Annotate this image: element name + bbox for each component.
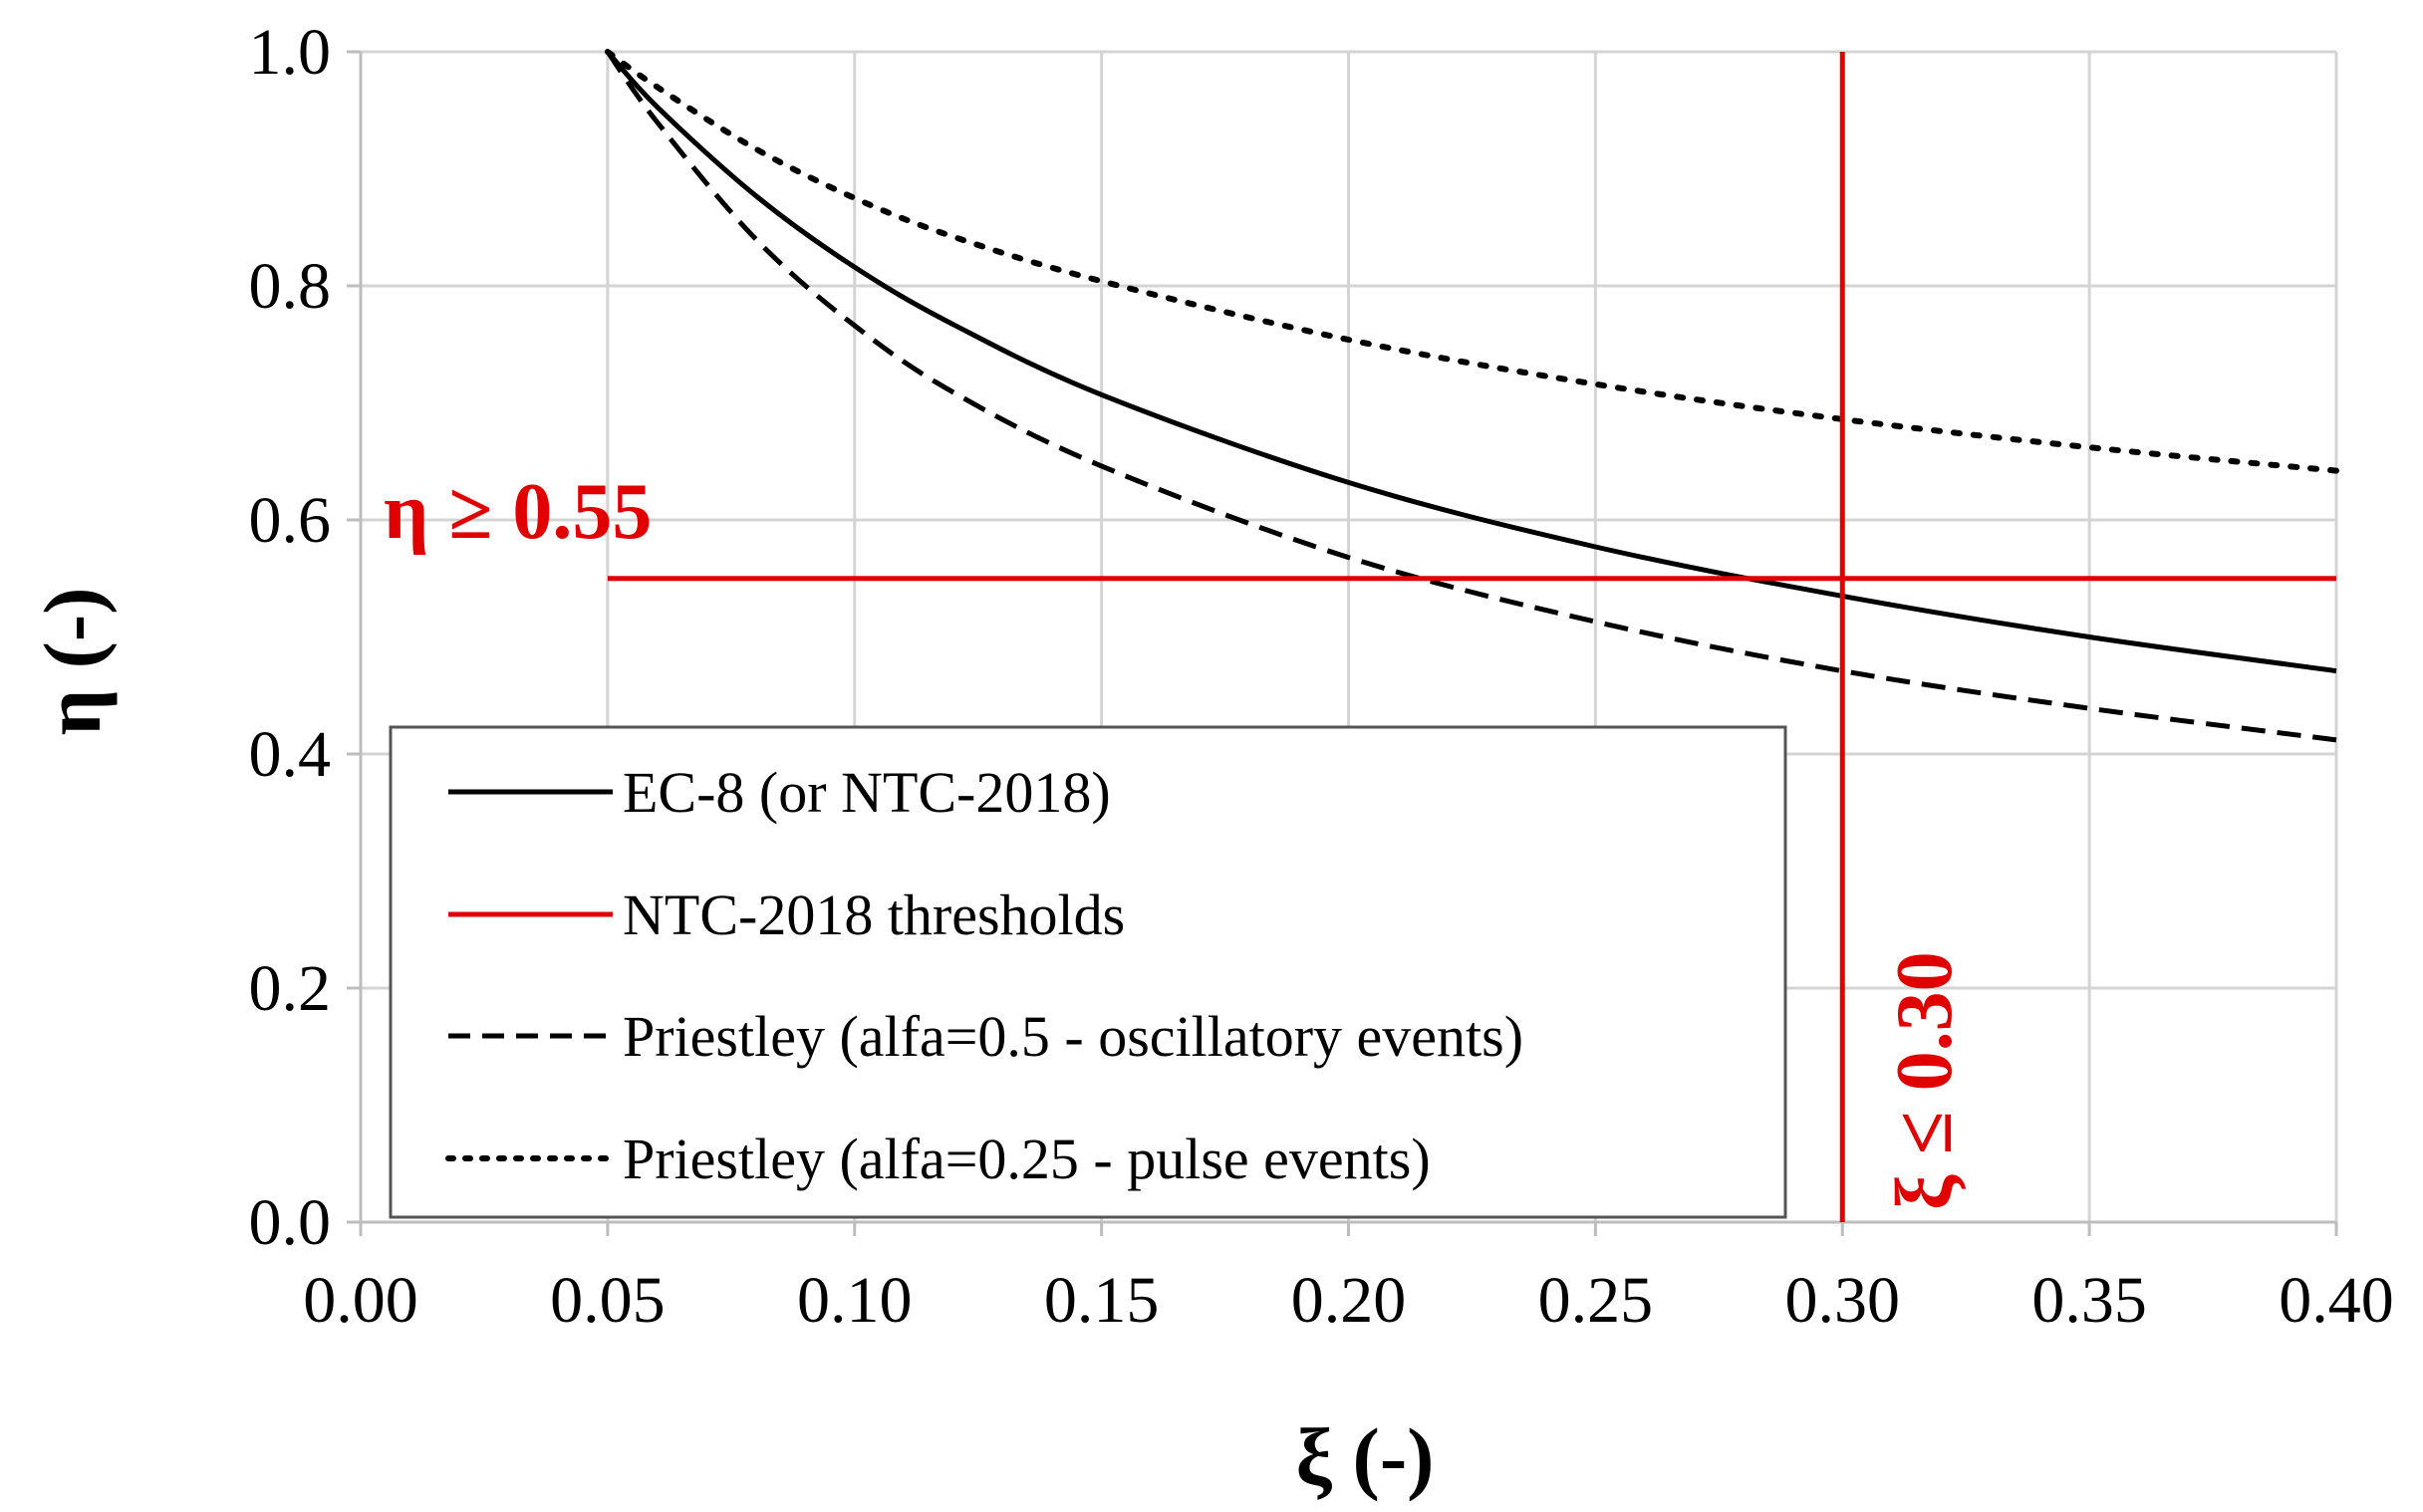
- y-axis-title: η (-): [27, 588, 118, 736]
- x-tick-label: 0.00: [303, 1264, 418, 1337]
- y-tick-label: 0.4: [249, 718, 332, 791]
- y-tick-label: 0.6: [249, 484, 332, 557]
- y-tick-label: 0.0: [249, 1186, 332, 1259]
- x-axis-title: ξ (-): [1296, 1411, 1435, 1502]
- y-tick-label: 1.0: [249, 16, 332, 89]
- x-tick-label: 0.05: [550, 1264, 666, 1337]
- series-line: [605, 50, 2337, 743]
- legend-label-priestley-025: Priestley (alfa=0.25 - pulse events): [623, 1127, 1431, 1191]
- x-tick-label: 0.10: [797, 1264, 913, 1337]
- legend-box: [389, 725, 1787, 1219]
- legend-label-thresholds: NTC-2018 thresholds: [623, 882, 1125, 947]
- y-tick-label: 0.8: [249, 250, 332, 323]
- x-tick-label: 0.25: [1538, 1264, 1654, 1337]
- x-tick-label: 0.35: [2031, 1264, 2147, 1337]
- y-tick-label: 0.2: [249, 952, 332, 1025]
- x-tick-label: 0.15: [1044, 1264, 1160, 1337]
- x-tick-label: 0.30: [1785, 1264, 1901, 1337]
- legend-label-ec8: EC-8 (or NTC-2018): [623, 760, 1111, 825]
- series-group: [604, 49, 2339, 743]
- legend: EC-8 (or NTC-2018) NTC-2018 thresholds P…: [389, 725, 1787, 1219]
- tick-labels: 0.00 0.05 0.10 0.15 0.20 0.25 0.30 0.35 0.40 0.0 0…: [249, 16, 2394, 1337]
- xi-threshold-label: ξ ≤ 0.30: [1881, 951, 1969, 1210]
- series-line: [604, 49, 2339, 474]
- threshold-group: [607, 52, 2336, 1222]
- legend-label-priestley-05: Priestley (alfa=0.5 - oscillatory events…: [623, 1004, 1523, 1069]
- eta-threshold-label: η ≥ 0.55: [384, 468, 652, 556]
- series-line: [606, 50, 2337, 674]
- axes: [347, 50, 2338, 1236]
- x-tick-label: 0.20: [1291, 1264, 1407, 1337]
- x-tick-label: 0.40: [2279, 1264, 2394, 1337]
